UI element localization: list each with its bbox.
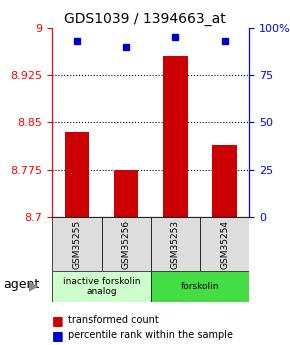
Bar <box>151 271 249 302</box>
Bar <box>52 217 102 271</box>
Text: transformed count: transformed count <box>68 315 159 325</box>
Text: agent: agent <box>3 278 39 291</box>
Text: GDS1039 / 1394663_at: GDS1039 / 1394663_at <box>64 12 226 26</box>
Bar <box>114 170 139 217</box>
Text: GSM35255: GSM35255 <box>72 219 81 269</box>
Text: forskolin: forskolin <box>181 282 219 291</box>
Bar <box>163 56 188 217</box>
Text: ▶: ▶ <box>28 280 38 293</box>
Text: percentile rank within the sample: percentile rank within the sample <box>68 331 233 340</box>
Text: ■: ■ <box>52 329 64 342</box>
Text: GSM35256: GSM35256 <box>122 219 131 269</box>
Bar <box>213 145 237 217</box>
Bar <box>52 271 151 302</box>
Text: GSM35254: GSM35254 <box>220 219 229 269</box>
Bar <box>151 217 200 271</box>
Bar <box>64 132 89 217</box>
Text: ■: ■ <box>52 314 64 327</box>
Text: inactive forskolin
analog: inactive forskolin analog <box>63 277 140 296</box>
Bar <box>200 217 249 271</box>
Bar <box>102 217 151 271</box>
Text: GSM35253: GSM35253 <box>171 219 180 269</box>
